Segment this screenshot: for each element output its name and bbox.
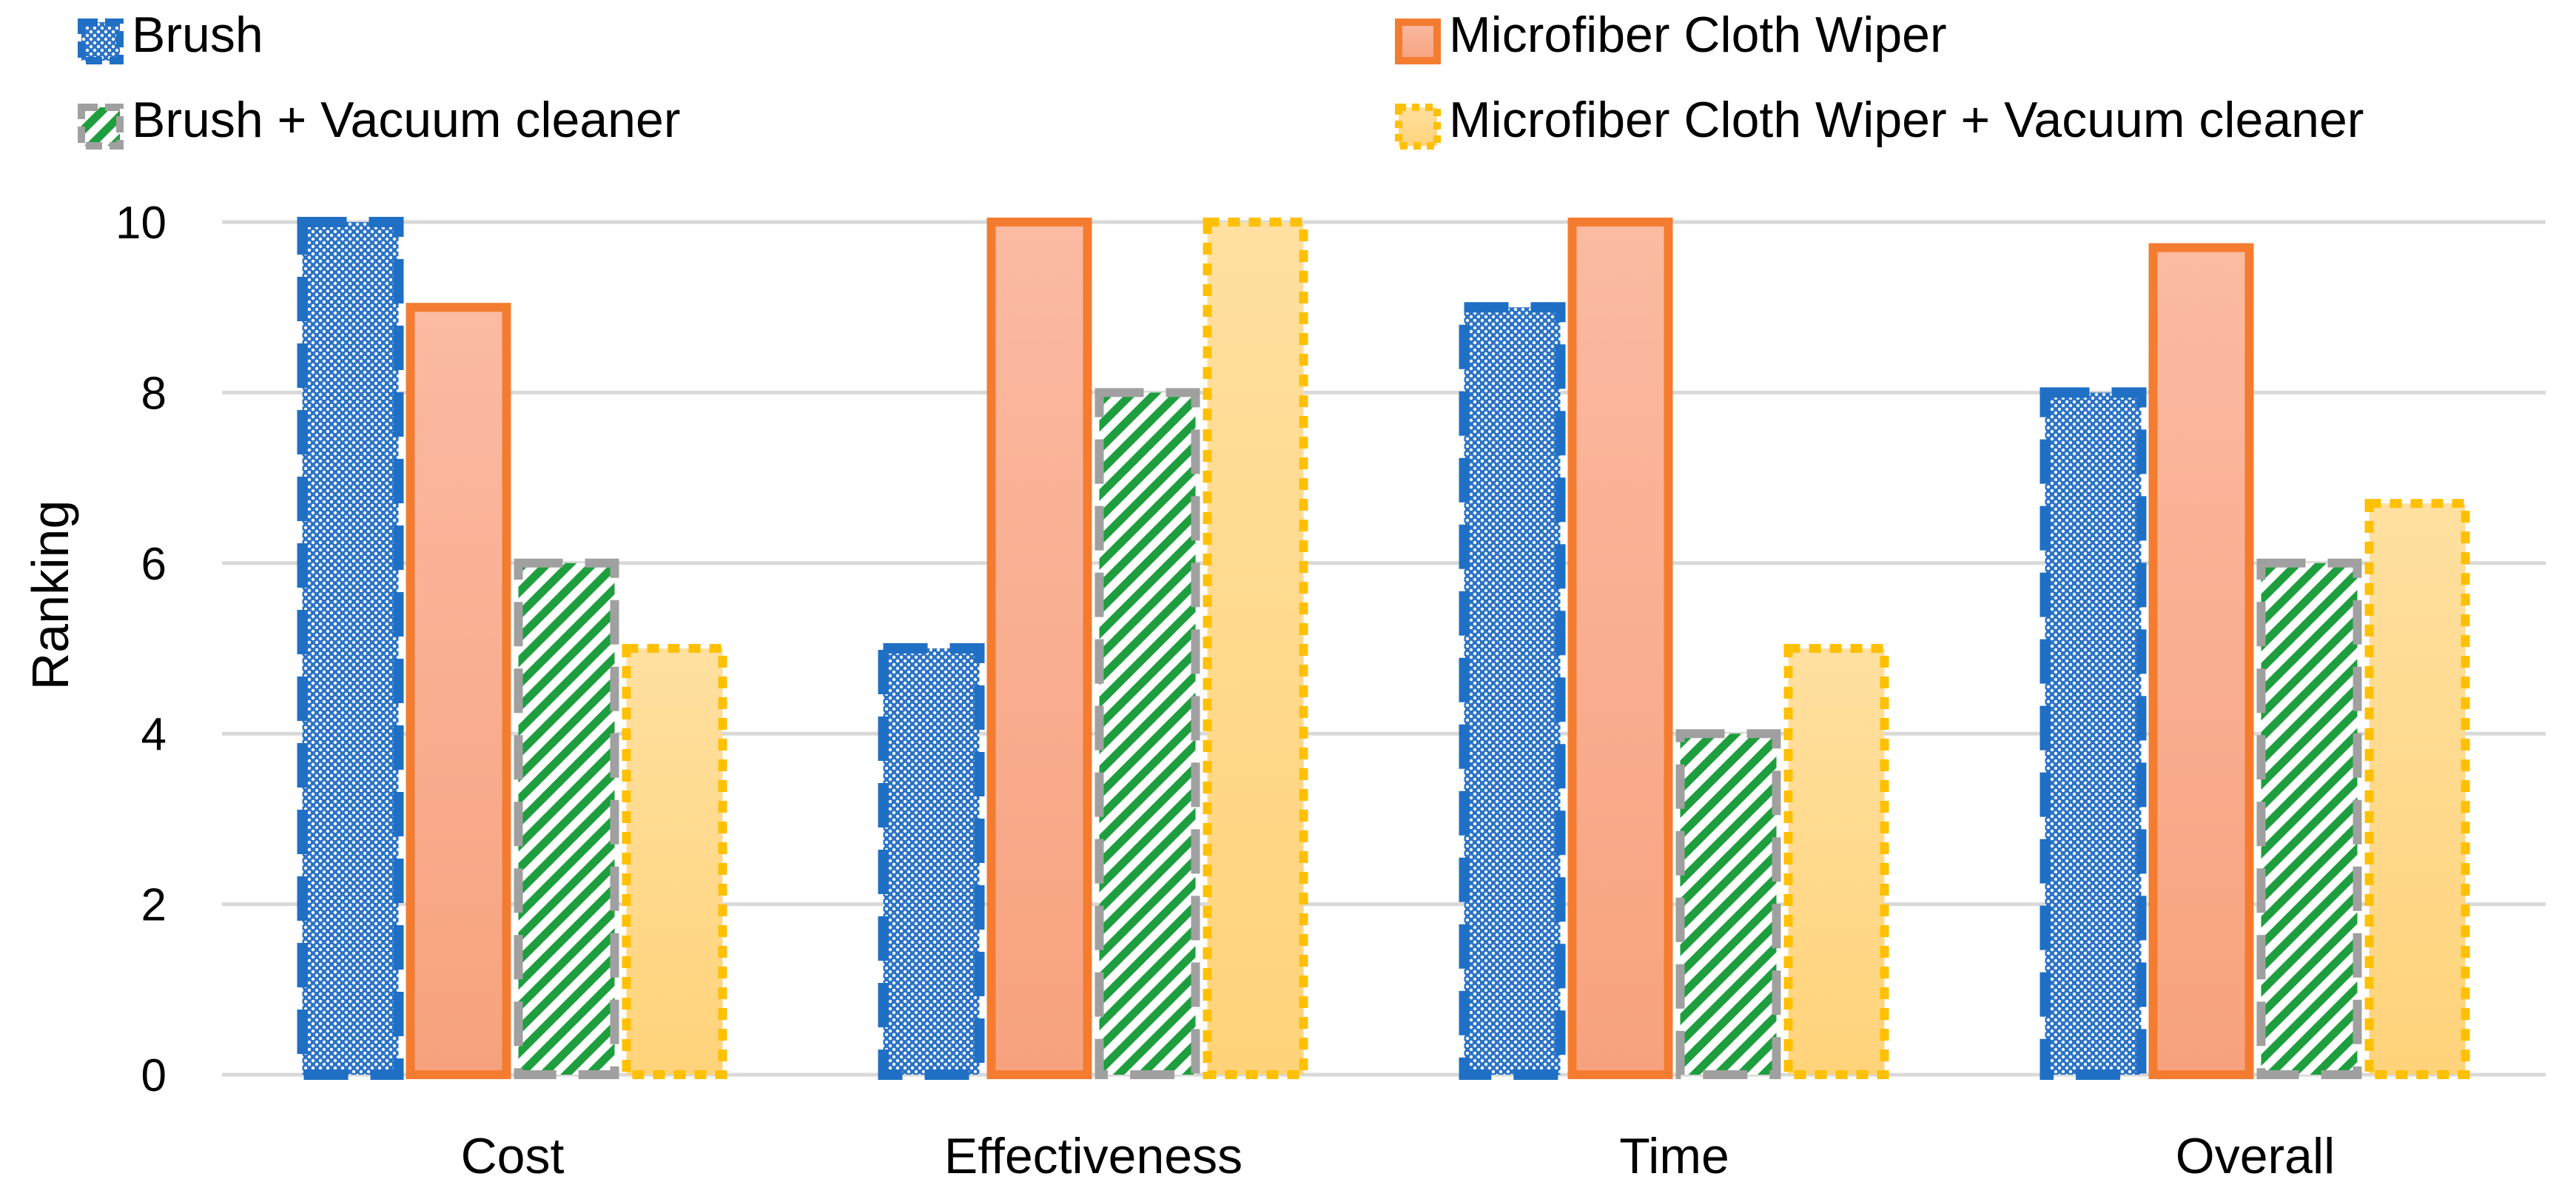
- bar-2-overall: [2148, 243, 2254, 1079]
- bar-3-time: [1675, 729, 1781, 1079]
- y-axis-ticks: 0 2 4 6 8 10: [115, 198, 167, 1101]
- legend-swatch-4: [1395, 104, 1441, 150]
- y-tick-label: 0: [141, 1050, 167, 1101]
- y-axis-title: Ranking: [21, 500, 79, 691]
- x-axis-categories: Cost Effectiveness Time Overall: [461, 1128, 2335, 1184]
- legend-label-3: Brush + Vacuum cleaner: [132, 92, 680, 148]
- legend-label-2: Microfiber Cloth Wiper: [1449, 7, 1947, 63]
- bar-3-overall: [2256, 558, 2362, 1079]
- bar-4-overall: [2364, 499, 2470, 1079]
- y-tick-label: 8: [141, 368, 167, 419]
- bar-1-effectiveness: [878, 643, 985, 1080]
- legend-swatch-1: [78, 19, 124, 64]
- y-tick-label: 2: [141, 880, 167, 931]
- legend-swatch-2: [1395, 19, 1441, 64]
- bar-1-cost: [297, 217, 404, 1080]
- bars: [297, 217, 2470, 1081]
- legend-swatch-3: [78, 104, 124, 150]
- y-tick-label: 4: [141, 709, 167, 760]
- y-tick-label: 6: [141, 539, 167, 590]
- legend-label-1: Brush: [132, 7, 263, 63]
- bar-2-cost: [406, 303, 511, 1080]
- x-category-label: Time: [1619, 1128, 1729, 1184]
- bar-4-cost: [622, 644, 727, 1079]
- legend-label-4: Microfiber Cloth Wiper + Vacuum cleaner: [1449, 92, 2364, 148]
- bar-4-time: [1783, 644, 1889, 1079]
- bar-3-cost: [514, 558, 619, 1079]
- bar-1-time: [1459, 302, 1566, 1081]
- legend: Brush Microfiber Cloth Wiper Brush + Vacuu…: [78, 7, 2364, 150]
- bar-4-effectiveness: [1203, 218, 1308, 1079]
- y-tick-label: 10: [115, 198, 167, 249]
- bar-1-overall: [2039, 387, 2147, 1080]
- x-category-label: Cost: [461, 1128, 565, 1184]
- bar-2-effectiveness: [986, 218, 1092, 1079]
- bar-3-effectiveness: [1094, 388, 1200, 1079]
- x-category-label: Overall: [2176, 1128, 2335, 1184]
- bar-2-time: [1567, 218, 1673, 1079]
- x-category-label: Effectiveness: [944, 1128, 1242, 1184]
